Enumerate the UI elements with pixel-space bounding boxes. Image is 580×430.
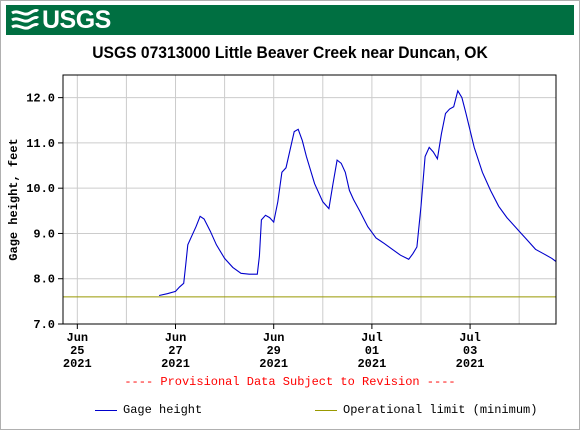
provisional-notice: ---- Provisional Data Subject to Revisio…: [124, 375, 456, 389]
x-tick-label: 2021: [259, 357, 288, 370]
gage-height-chart: 7.08.09.010.011.012.0Jun252021Jun272021J…: [7, 74, 557, 370]
x-tick-label: Jun: [263, 331, 285, 345]
plot-border: [62, 74, 557, 325]
legend-gage-height: Gage height: [95, 403, 202, 417]
usgs-wave-icon: [11, 9, 40, 30]
x-tick-label: 25: [70, 344, 84, 358]
chart-title: USGS 07313000 Little Beaver Creek near D…: [92, 43, 488, 62]
y-tick-label: 7.0: [33, 318, 55, 332]
plot-area: [63, 75, 556, 324]
x-tick-label: Jun: [165, 331, 187, 345]
legend-limit-label: Operational limit (minimum): [343, 403, 538, 417]
legend-operational-limit: Operational limit (minimum): [315, 403, 537, 417]
x-tick-label: 01: [365, 344, 379, 358]
y-tick-label: 9.0: [33, 227, 55, 241]
usgs-logo-text: USGS: [42, 5, 111, 34]
x-tick-label: 2021: [357, 357, 386, 370]
x-tick-label: 2021: [456, 357, 485, 370]
legend-limit-swatch: [315, 409, 337, 411]
x-tick-label: 2021: [161, 357, 190, 370]
gage-height-line: [158, 89, 557, 297]
y-tick-label: 8.0: [33, 273, 55, 287]
y-axis-label: Gage height, feet: [7, 138, 21, 260]
y-tick-label: 11.0: [26, 137, 55, 151]
x-tick-label: Jun: [67, 331, 89, 345]
x-tick-label: 29: [266, 344, 280, 358]
y-tick-label: 10.0: [26, 182, 55, 196]
y-tick-label: 12.0: [26, 92, 55, 106]
x-tick-label: 27: [168, 344, 182, 358]
usgs-header-bar: USGS: [6, 5, 574, 35]
x-tick-label: Jul: [459, 331, 481, 345]
x-tick-label: 03: [463, 344, 477, 358]
x-tick-label: 2021: [63, 357, 92, 370]
legend-gage-swatch: [95, 409, 117, 411]
legend-gage-label: Gage height: [123, 403, 203, 417]
usgs-logo[interactable]: USGS: [10, 5, 111, 34]
x-tick-label: Jul: [361, 331, 383, 345]
